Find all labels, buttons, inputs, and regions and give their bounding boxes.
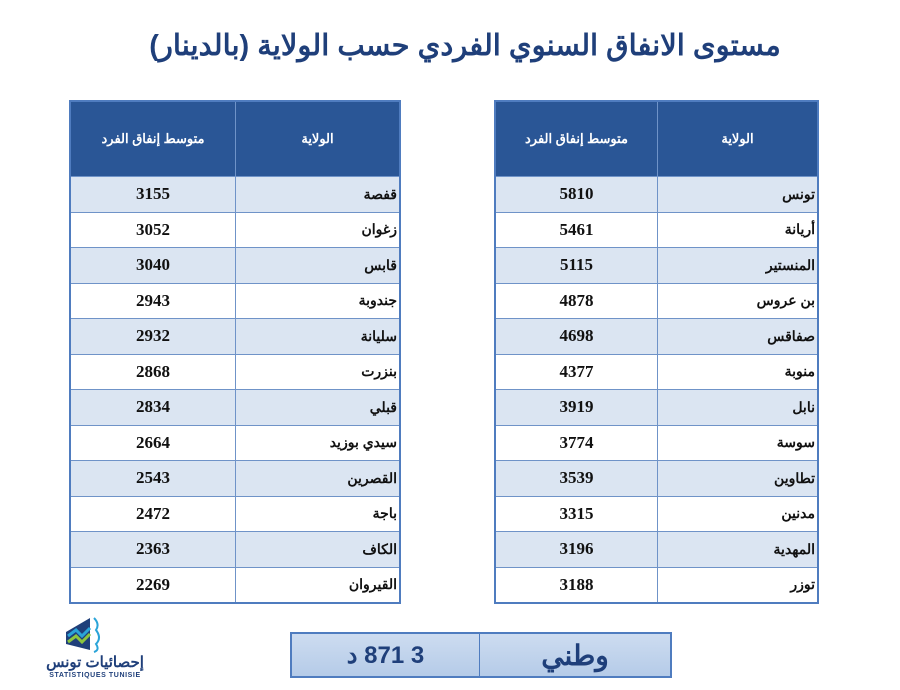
statistics-tunisia-logo — [66, 617, 100, 653]
logo-text: إحصائيات تونس — [46, 654, 144, 671]
governorate-name: أريانة — [657, 211, 819, 248]
table-row: زغوان 3052 — [69, 211, 401, 248]
governorate-name: المهدية — [657, 531, 819, 568]
table-row: المهدية 3196 — [494, 531, 819, 568]
avg-spend-value: 2363 — [69, 531, 236, 568]
avg-spend-value: 2932 — [69, 318, 236, 355]
governorate-name: القيروان — [235, 566, 401, 604]
table-row: صفاقس 4698 — [494, 318, 819, 355]
national-label: وطني — [479, 634, 670, 676]
table-row: قبلي 2834 — [69, 389, 401, 426]
avg-spend-value: 2868 — [69, 353, 236, 390]
table-row: مدنين 3315 — [494, 495, 819, 532]
table-row: توزر 3188 — [494, 566, 819, 604]
table-row: بنزرت 2868 — [69, 353, 401, 390]
left-table: الولاية متوسط إنفاق الفرد قفصة 3155 زغوان 30… — [69, 100, 401, 604]
avg-spend-value: 3315 — [494, 495, 658, 532]
avg-spend-value: 3539 — [494, 460, 658, 497]
avg-spend-value: 3196 — [494, 531, 658, 568]
governorate-name: قبلي — [235, 389, 401, 426]
governorate-name: تطاوين — [657, 460, 819, 497]
table-row: بن عروس 4878 — [494, 282, 819, 319]
table-row: جندوبة 2943 — [69, 282, 401, 319]
governorate-name: نابل — [657, 389, 819, 426]
national-average-box: وطني 3 871 د — [290, 632, 672, 678]
governorate-name: المنستير — [657, 247, 819, 284]
avg-spend-value: 2269 — [69, 566, 236, 604]
table-row: أريانة 5461 — [494, 211, 819, 248]
governorate-name: تونس — [657, 176, 819, 213]
page-title: مستوى الانفاق السنوي الفردي حسب الولاية … — [149, 30, 781, 62]
avg-spend-value: 5115 — [494, 247, 658, 284]
avg-spend-value: 2834 — [69, 389, 236, 426]
table-row: القيروان 2269 — [69, 566, 401, 604]
governorate-name: منوبة — [657, 353, 819, 390]
logo-subtext: STATISTIQUES TUNISIE — [49, 672, 141, 679]
avg-spend-value: 5810 — [494, 176, 658, 213]
governorate-name: جندوبة — [235, 282, 401, 319]
table-row: سليانة 2932 — [69, 318, 401, 355]
table-row: سيدي بوزيد 2664 — [69, 424, 401, 461]
governorate-name: باجة — [235, 495, 401, 532]
governorate-name: الكاف — [235, 531, 401, 568]
table-row: القصرين 2543 — [69, 460, 401, 497]
table-row: قفصة 3155 — [69, 176, 401, 213]
header-avg-spend: متوسط إنفاق الفرد — [69, 100, 236, 177]
governorate-name: توزر — [657, 566, 819, 604]
avg-spend-value: 2472 — [69, 495, 236, 532]
table-row: تونس 5810 — [494, 176, 819, 213]
table-row: المنستير 5115 — [494, 247, 819, 284]
avg-spend-value: 4878 — [494, 282, 658, 319]
table-row: سوسة 3774 — [494, 424, 819, 461]
table-row: باجة 2472 — [69, 495, 401, 532]
table-row: قابس 3040 — [69, 247, 401, 284]
avg-spend-value: 4377 — [494, 353, 658, 390]
governorate-name: زغوان — [235, 211, 401, 248]
avg-spend-value: 3188 — [494, 566, 658, 604]
table-row: الكاف 2363 — [69, 531, 401, 568]
avg-spend-value: 3040 — [69, 247, 236, 284]
header-governorate: الولاية — [657, 100, 819, 177]
avg-spend-value: 5461 — [494, 211, 658, 248]
governorate-name: قفصة — [235, 176, 401, 213]
governorate-name: صفاقس — [657, 318, 819, 355]
header-governorate: الولاية — [235, 100, 401, 177]
governorate-name: بن عروس — [657, 282, 819, 319]
governorate-name: قابس — [235, 247, 401, 284]
avg-spend-value: 3155 — [69, 176, 236, 213]
right-table: الولاية متوسط إنفاق الفرد تونس 5810 أريانة 5… — [494, 100, 819, 604]
governorate-name: سيدي بوزيد — [235, 424, 401, 461]
governorate-name: بنزرت — [235, 353, 401, 390]
table-row: منوبة 4377 — [494, 353, 819, 390]
table-row: نابل 3919 — [494, 389, 819, 426]
governorate-name: القصرين — [235, 460, 401, 497]
governorate-name: مدنين — [657, 495, 819, 532]
governorate-name: سوسة — [657, 424, 819, 461]
avg-spend-value: 2943 — [69, 282, 236, 319]
avg-spend-value: 2664 — [69, 424, 236, 461]
header-avg-spend: متوسط إنفاق الفرد — [494, 100, 658, 177]
national-value: 3 871 د — [346, 641, 425, 669]
avg-spend-value: 3052 — [69, 211, 236, 248]
avg-spend-value: 4698 — [494, 318, 658, 355]
avg-spend-value: 3919 — [494, 389, 658, 426]
avg-spend-value: 2543 — [69, 460, 236, 497]
table-row: تطاوين 3539 — [494, 460, 819, 497]
governorate-name: سليانة — [235, 318, 401, 355]
avg-spend-value: 3774 — [494, 424, 658, 461]
